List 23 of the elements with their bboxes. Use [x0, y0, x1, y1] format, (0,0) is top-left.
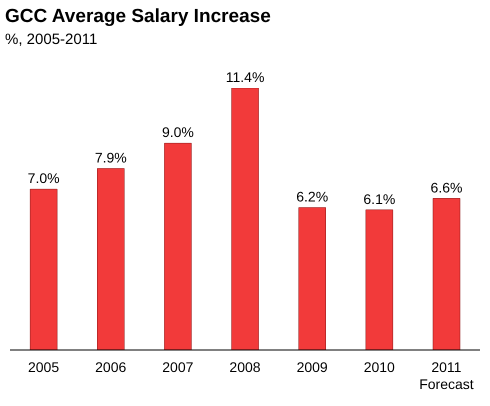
bar	[366, 210, 394, 350]
x-tick-label: 2011 Forecast	[419, 359, 474, 392]
data-label: 6.6%	[430, 179, 462, 196]
chart-title: GCC Average Salary Increase	[5, 6, 271, 28]
data-label: 6.1%	[363, 190, 396, 207]
data-label: 9.0%	[162, 124, 194, 140]
bar	[164, 142, 192, 350]
x-tick-label: 2010	[364, 359, 396, 375]
bar	[231, 88, 259, 350]
x-tick-label: 2006	[95, 359, 126, 375]
bar	[97, 168, 125, 350]
data-label: 7.0%	[28, 170, 60, 186]
bar	[30, 188, 58, 350]
x-tick-label: 2005	[28, 359, 60, 375]
x-tick-label: 2008	[229, 359, 261, 375]
data-label: 7.9%	[94, 149, 127, 166]
bar	[298, 207, 326, 350]
chart-subtitle: %, 2005-2011	[5, 31, 98, 48]
x-tick-label: 2009	[296, 359, 328, 375]
data-label: 6.2%	[296, 188, 328, 205]
x-tick-label: 2007	[162, 359, 194, 375]
bar	[432, 198, 460, 350]
data-label: 11.4%	[226, 69, 264, 85]
